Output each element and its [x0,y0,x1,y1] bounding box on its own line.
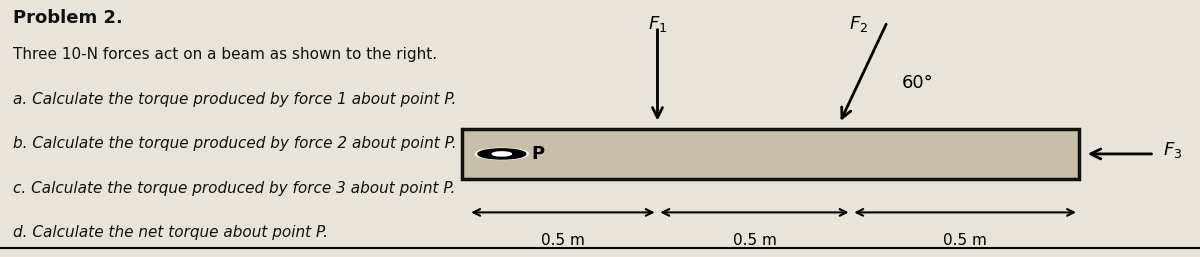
Text: 60°: 60° [901,74,934,92]
Bar [462,128,1079,179]
Text: Problem 2.: Problem 2. [13,9,124,27]
Circle shape [492,152,511,156]
Text: 0.5 m: 0.5 m [732,233,776,248]
Bar [462,128,1079,179]
Text: b. Calculate the torque produced by force 2 about point P.: b. Calculate the torque produced by forc… [13,136,457,151]
Text: a. Calculate the torque produced by force 1 about point P.: a. Calculate the torque produced by forc… [13,92,457,107]
Text: 0.5 m: 0.5 m [943,233,988,248]
Text: Three 10-N forces act on a beam as shown to the right.: Three 10-N forces act on a beam as shown… [13,47,438,62]
Text: $F_1$: $F_1$ [648,14,667,34]
Circle shape [475,148,528,160]
Text: P: P [532,145,545,163]
Text: d. Calculate the net torque about point P.: d. Calculate the net torque about point … [13,225,329,240]
Text: 0.5 m: 0.5 m [541,233,584,248]
Circle shape [478,149,526,159]
Text: c. Calculate the torque produced by force 3 about point P.: c. Calculate the torque produced by forc… [13,181,456,196]
Text: $F_2$: $F_2$ [850,14,868,34]
Text: $F_3$: $F_3$ [1163,140,1182,160]
